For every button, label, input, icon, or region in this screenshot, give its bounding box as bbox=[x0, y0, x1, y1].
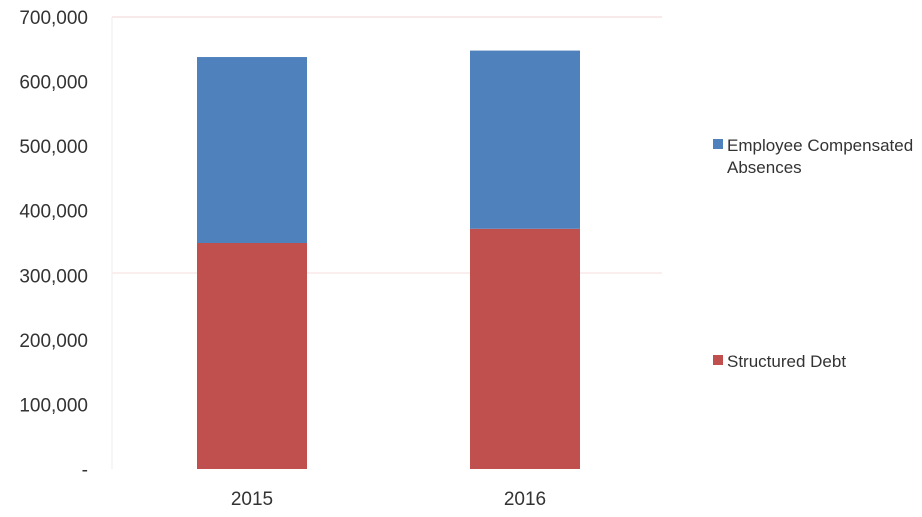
legend: Employee Compensated Absences Structured D… bbox=[713, 136, 913, 371]
x-axis: 2015 2016 bbox=[231, 489, 546, 510]
legend-swatch bbox=[713, 139, 723, 149]
bar-2015-structured-debt bbox=[197, 243, 307, 469]
y-tick-label: 200,000 bbox=[19, 331, 88, 352]
y-tick-label: - bbox=[82, 460, 88, 481]
legend-label: Absences bbox=[727, 158, 802, 177]
x-tick-label: 2016 bbox=[504, 489, 546, 510]
y-tick-label: 300,000 bbox=[19, 266, 88, 287]
legend-label: Employee Compensated bbox=[727, 136, 913, 155]
legend-label: Structured Debt bbox=[727, 352, 846, 371]
y-tick-label: 500,000 bbox=[19, 137, 88, 158]
y-tick-label: 700,000 bbox=[19, 8, 88, 29]
y-tick-label: 600,000 bbox=[19, 73, 88, 94]
y-tick-label: 400,000 bbox=[19, 202, 88, 223]
legend-swatch bbox=[713, 355, 723, 365]
x-tick-label: 2015 bbox=[231, 489, 273, 510]
bar-2016-employee-compensated-absences bbox=[470, 50, 580, 229]
bar-2015-employee-compensated-absences bbox=[197, 57, 307, 243]
bars bbox=[197, 50, 580, 469]
y-tick-label: 100,000 bbox=[19, 395, 88, 416]
bar-2016-structured-debt bbox=[470, 228, 580, 469]
y-axis: - 100,000 200,000 300,000 400,000 500,000 600,… bbox=[19, 8, 88, 481]
